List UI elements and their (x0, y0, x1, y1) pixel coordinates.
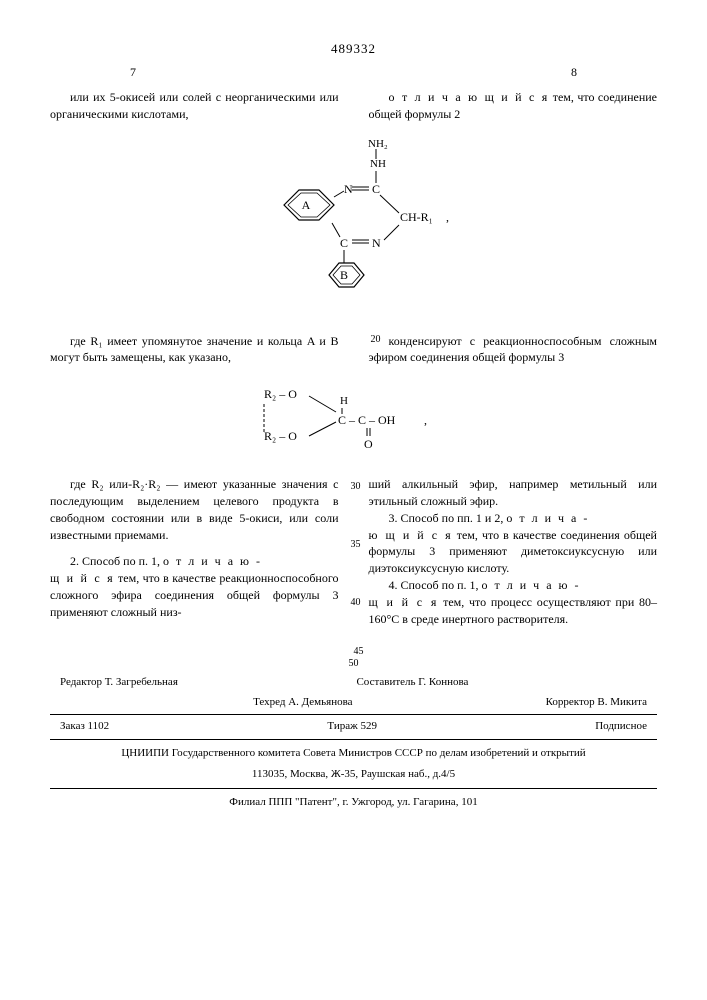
mid-text-columns: где R₁ имеет упомянутое значение и кольц… (50, 333, 657, 367)
line-marker-40: 40 (351, 596, 361, 610)
tirage: Тираж 529 (327, 719, 377, 734)
lower-left-p1: где R₂ или-R₂·R₂ — имеют указанные значе… (50, 477, 339, 541)
svg-text:CH-R₁: CH-R₁ (400, 210, 433, 224)
address1: 113035, Москва, Ж-35, Раушская наб., д.4… (50, 767, 657, 782)
mid-right-text: конденсируют с реакционноспособным сложн… (369, 334, 658, 365)
claim-3a: Способ по пп. 1 и 2, (398, 511, 507, 525)
page-left: 7 (130, 64, 136, 81)
structure-1: A N C NH NH₂ CH-R₁ , N C B (50, 135, 657, 315)
lower-text-columns: где R₂ или-R₂·R₂ — имеют указанные значе… (50, 476, 657, 627)
svg-text:NH: NH (370, 158, 386, 170)
top-right-col: о т л и ч а ю щ и й с я тем, что соедине… (369, 89, 658, 123)
claim-4b-spaced: щ и й с я (369, 595, 439, 609)
doc-number: 489332 (50, 40, 657, 58)
claim-2-num: 2. (70, 554, 79, 568)
ring-b-label: B (339, 268, 347, 282)
subscription: Подписное (595, 719, 647, 734)
line-marker-30: 30 (351, 480, 361, 494)
ring-a-label: A (301, 198, 310, 212)
order: Заказ 1102 (60, 719, 109, 734)
line-marker-35: 35 (351, 538, 361, 552)
svg-text:C: C (372, 182, 380, 196)
svg-text:NH₂: NH₂ (368, 138, 388, 150)
claim-4a: Способ по п. 1, (398, 578, 482, 592)
mid-left-col: где R₁ имеет упомянутое значение и кольц… (50, 333, 339, 367)
lower-left-col: где R₂ или-R₂·R₂ — имеют указанные значе… (50, 476, 339, 627)
claim-4-spaced: о т л и ч а ю - (482, 578, 581, 592)
footer: 50 Редактор Т. Загребельная Составитель … (50, 657, 657, 810)
claim-3b-spaced: ю щ и й с я (369, 528, 453, 542)
svg-text:N: N (372, 236, 381, 250)
svg-text:,: , (424, 413, 427, 427)
editor: Редактор Т. Загребельная (60, 675, 178, 690)
svg-text:,: , (446, 210, 449, 224)
claim-2b-spaced: щ и й с я (50, 571, 115, 585)
svg-text:R₂ – O: R₂ – O (264, 429, 297, 443)
corrector: Корректор В. Микита (546, 695, 647, 710)
top-right-spaced: о т л и ч а ю щ и й с я (389, 90, 550, 104)
svg-text:C: C (340, 236, 348, 250)
techred: Техред А. Демьянова (253, 695, 352, 710)
svg-text:O: O (364, 437, 373, 451)
claim-3-spaced: о т л и ч а - (506, 511, 589, 525)
line-marker-45: 45 (354, 645, 364, 659)
compiler: Составитель Г. Коннова (356, 675, 468, 690)
top-text-columns: или их 5-окисей или солей с неорганическ… (50, 89, 657, 123)
line-marker-20: 20 (351, 333, 381, 347)
svg-text:C – C – OH: C – C – OH (338, 413, 396, 427)
page-right: 8 (571, 64, 577, 81)
address2: Филиал ППП "Патент", г. Ужгород, ул. Гаг… (50, 795, 657, 810)
svg-text:H: H (340, 395, 348, 407)
claim-2-spaced: о т л и ч а ю - (163, 554, 262, 568)
right-p1: ший алкильный эфир, например метильный и… (369, 477, 658, 508)
lower-right-col: 30 35 40 ший алкильный эфир, например ме… (369, 476, 658, 627)
line-marker-50: 50 (50, 657, 657, 671)
claim-3-num: 3. (389, 511, 398, 525)
org: ЦНИИПИ Государственного комитета Совета … (50, 746, 657, 761)
svg-text:R₂ – O: R₂ – O (264, 387, 297, 401)
structure-2: R₂ – O R₂ – O H C – C – OH O , (50, 378, 657, 458)
mid-right-col: 20 конденсируют с реакционноспособным сл… (369, 333, 658, 367)
top-left-col: или их 5-окисей или солей с неорганическ… (50, 89, 339, 123)
claim-2a: Способ по п. 1, (79, 554, 163, 568)
claim-4-num: 4. (389, 578, 398, 592)
page-numbers: 7 8 (50, 64, 657, 81)
svg-text:N: N (344, 182, 353, 196)
